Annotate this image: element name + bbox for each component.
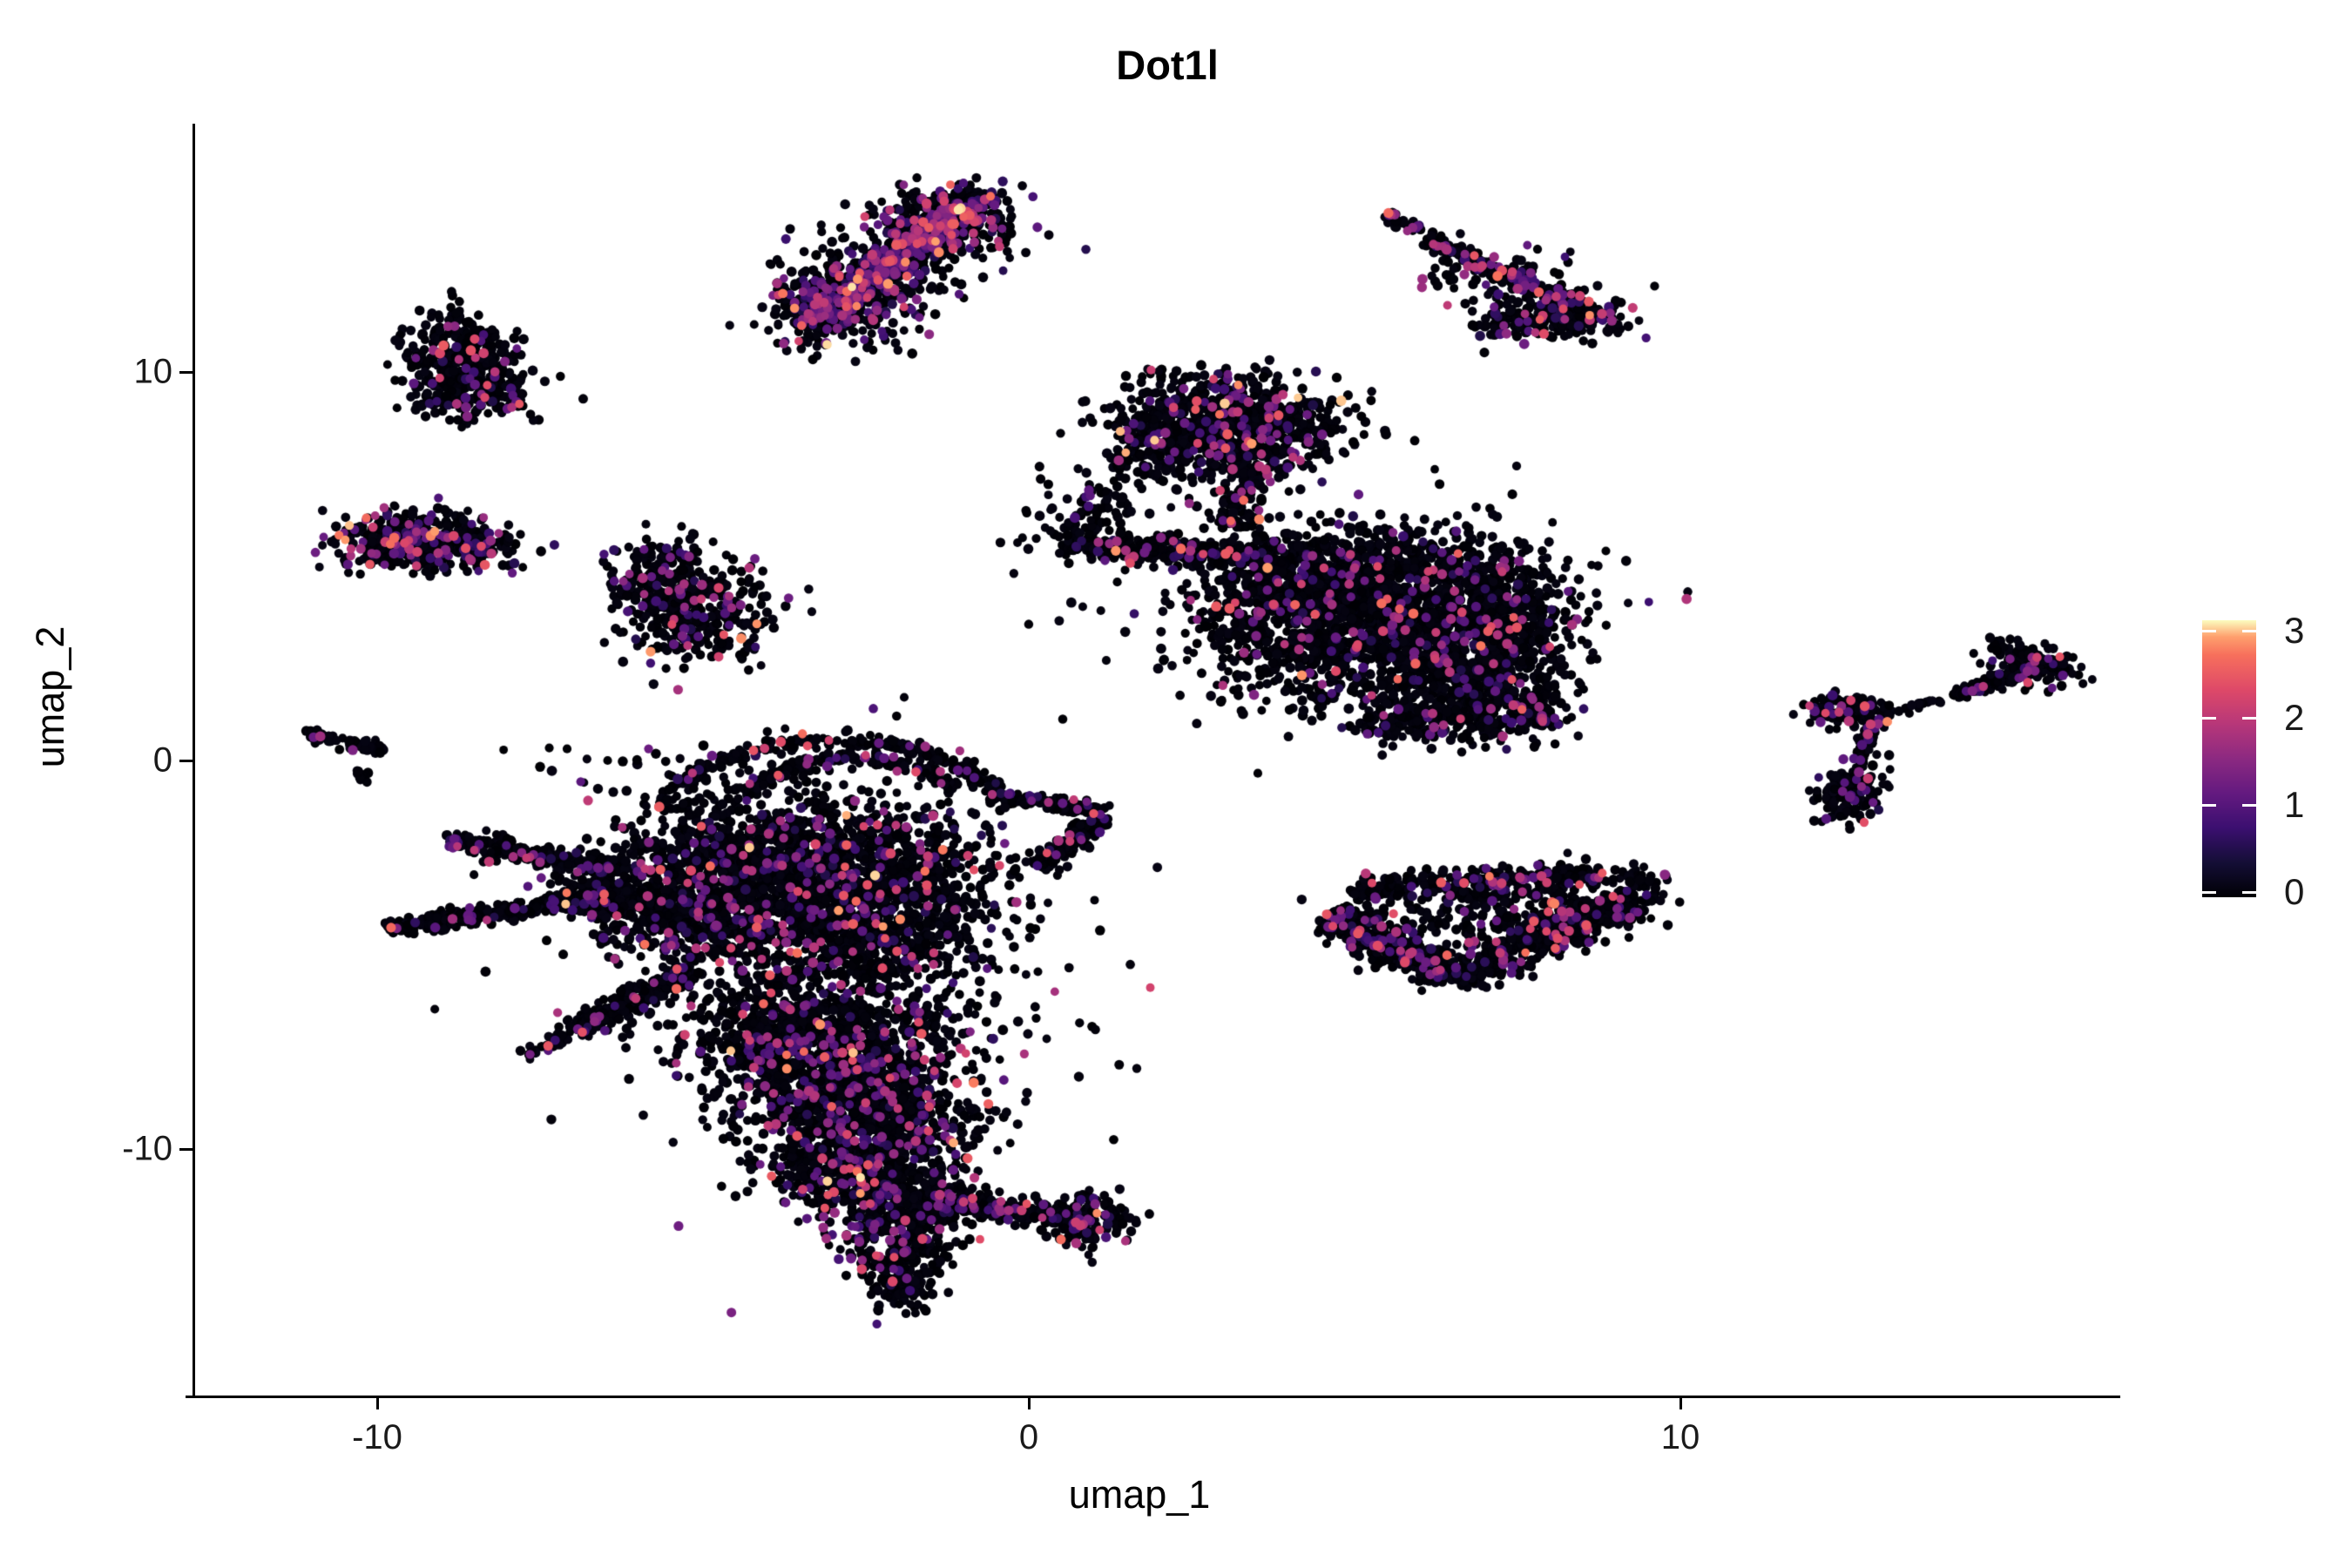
x-tick-label: 0 — [1018, 1418, 1039, 1456]
y-tick-mark — [179, 1147, 193, 1151]
colorbar-tick-mark — [2202, 716, 2216, 720]
y-axis-title: umap_2 — [28, 625, 72, 768]
x-tick-mark — [1679, 1396, 1682, 1409]
colorbar-tick-mark — [2242, 803, 2256, 807]
y-tick-mark — [179, 370, 193, 374]
colorbar-gradient — [2202, 620, 2256, 897]
colorbar-tick-mark — [2242, 890, 2256, 894]
x-tick-mark — [375, 1396, 379, 1409]
y-tick-label: 0 — [152, 740, 172, 780]
y-tick-label: 10 — [133, 352, 173, 391]
colorbar-tick-mark — [2202, 803, 2216, 807]
expression-colorbar: 3 2 1 0 — [2202, 610, 2304, 912]
x-axis-line — [186, 1396, 2120, 1398]
colorbar-tick-mark — [2202, 890, 2216, 894]
colorbar-tick-label: 0 — [2284, 871, 2305, 912]
colorbar-tick-mark — [2202, 629, 2216, 632]
colorbar-tick-mark — [2242, 629, 2256, 632]
x-axis-title: umap_1 — [1068, 1472, 1211, 1517]
y-tick-mark — [179, 759, 193, 762]
colorbar-tick-label: 1 — [2284, 784, 2305, 825]
x-tick-label: -10 — [352, 1418, 402, 1456]
colorbar-tick-mark — [2242, 716, 2256, 720]
y-tick-label: -10 — [122, 1129, 172, 1168]
colorbar-tick-label: 3 — [2284, 610, 2305, 651]
x-tick-mark — [1027, 1396, 1031, 1409]
x-tick-label: 10 — [1660, 1418, 1700, 1456]
y-axis-line — [193, 124, 195, 1398]
colorbar-tick-label: 2 — [2284, 697, 2305, 738]
